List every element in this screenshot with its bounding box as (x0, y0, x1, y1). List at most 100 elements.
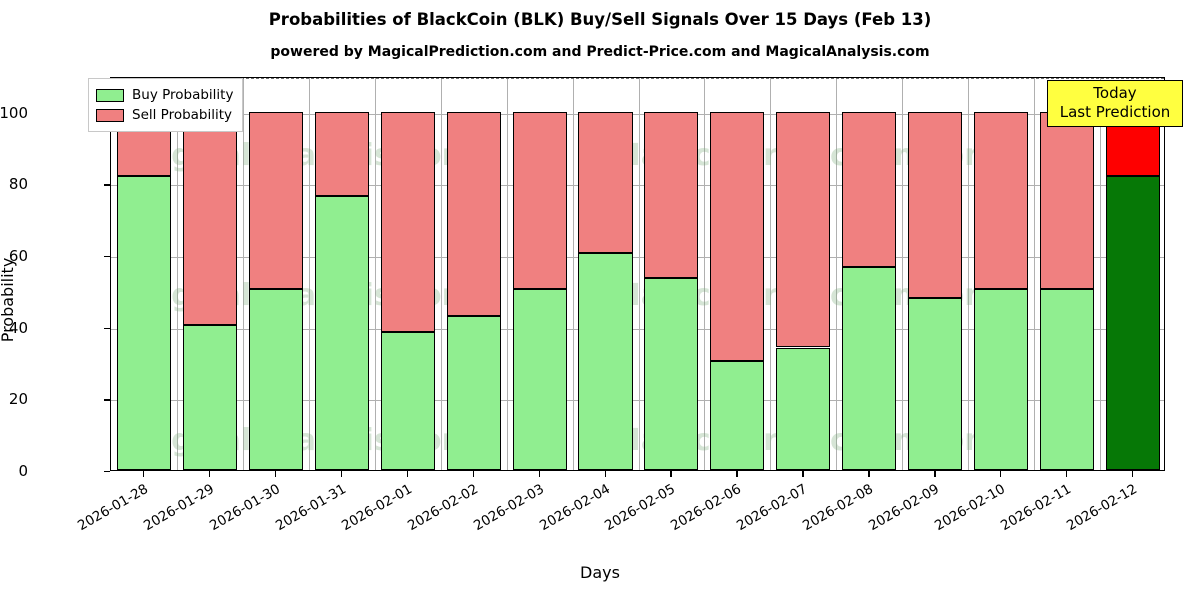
bar-segment-sell (776, 111, 831, 348)
chart-subtitle: powered by MagicalPrediction.com and Pre… (270, 44, 930, 60)
x-axis-tick (1000, 471, 1002, 477)
x-axis-tick (1132, 471, 1134, 477)
today-annotation: Today Last Prediction (1047, 80, 1183, 127)
bar-group (446, 76, 501, 470)
x-axis-tick (604, 471, 606, 477)
legend-label-sell: Sell Probability (132, 107, 233, 123)
bar-group (908, 76, 963, 470)
legend-swatch-buy-icon (96, 88, 124, 102)
gridline-vertical (902, 78, 904, 470)
bar-series (111, 78, 1164, 470)
bar-segment-buy (1040, 288, 1095, 470)
bar-group (182, 76, 237, 470)
bar-segment-buy (116, 176, 171, 470)
today-line-2: Last Prediction (1059, 103, 1171, 121)
gridline-vertical (440, 78, 442, 470)
bar-segment-sell (842, 111, 897, 267)
bar-segment-sell (248, 111, 303, 289)
bar-group (710, 76, 765, 470)
x-axis-tick (208, 471, 211, 477)
bar-group (842, 76, 897, 470)
x-axis-tick (340, 471, 343, 477)
bar-segment-buy (182, 324, 237, 470)
bar-segment-buy (842, 266, 897, 470)
bar-group (974, 76, 1029, 470)
plot-area: MagicalAnalysis.comMagicalPrediction.com… (110, 77, 1165, 471)
bar-segment-sell (314, 111, 369, 196)
today-line-1: Today (1093, 84, 1137, 102)
x-axis-tick (142, 471, 145, 477)
gridline-vertical (506, 78, 508, 470)
legend-item-buy: Buy Probability (96, 85, 233, 105)
bar-segment-sell (644, 111, 699, 278)
gridline-vertical (1034, 78, 1036, 470)
gridlines (111, 78, 1164, 470)
x-axis-tick (934, 471, 936, 477)
y-axis-tick-label: 40 (8, 318, 28, 337)
legend-label-buy: Buy Probability (132, 87, 234, 103)
bar-segment-buy (380, 331, 435, 470)
gridline-horizontal (111, 113, 1164, 115)
x-axis-tick (472, 471, 474, 477)
gridline-vertical (308, 78, 310, 470)
bar-group (248, 76, 303, 470)
gridline-vertical (836, 78, 838, 470)
gridline-vertical (242, 78, 244, 470)
x-axis-tick (1066, 471, 1068, 477)
gridline-horizontal (111, 185, 1164, 187)
gridline-vertical (968, 78, 970, 470)
bar-segment-buy (644, 278, 699, 470)
y-axis-tick-label: 80 (8, 175, 28, 194)
bar-segment-sell (1040, 111, 1095, 289)
gridline-vertical (176, 78, 178, 470)
bar-segment-buy (578, 252, 633, 470)
bar-segment-buy (248, 288, 303, 470)
bar-group (1105, 76, 1161, 470)
bar-segment-buy (314, 195, 369, 470)
bar-group (644, 76, 699, 470)
gridline-vertical (704, 78, 706, 470)
bar-group (512, 76, 567, 470)
gridline-vertical (638, 78, 640, 470)
bar-segment-sell (380, 111, 435, 332)
bar-segment-sell (974, 111, 1029, 289)
x-axis-tick (274, 471, 277, 477)
bar-segment-sell (182, 111, 237, 325)
x-axis-tick (736, 471, 738, 477)
x-axis-tick (538, 471, 540, 477)
gridline-horizontal (111, 400, 1164, 402)
gridline-horizontal (111, 257, 1164, 259)
legend-swatch-sell-icon (96, 108, 124, 122)
bar-segment-buy (908, 297, 963, 470)
y-axis-tick-label: 0 (18, 462, 28, 480)
bar-group (380, 76, 435, 470)
bar-segment-sell (446, 111, 501, 317)
legend-item-sell: Sell Probability (96, 105, 233, 125)
y-axis-tick (104, 327, 110, 330)
y-axis-tick-label: 100 (0, 103, 28, 122)
bar-group (1040, 76, 1095, 470)
y-axis-tick (104, 399, 110, 401)
gridline-vertical (572, 78, 574, 470)
chart-title: Probabilities of BlackCoin (BLK) Buy/Sel… (268, 10, 932, 29)
x-axis-tick (406, 471, 409, 477)
x-axis-tick (802, 471, 804, 477)
bar-segment-buy (710, 361, 765, 470)
bar-group (116, 76, 171, 470)
legend: Buy Probability Sell Probability (88, 78, 244, 132)
gridline-vertical (374, 78, 376, 470)
bar-segment-buy (512, 288, 567, 470)
gridline-vertical (1100, 78, 1102, 470)
x-axis-title: Days (580, 563, 620, 582)
bar-segment-buy (974, 288, 1029, 470)
gridline-vertical (770, 78, 772, 470)
bar-segment-buy (776, 347, 831, 470)
y-axis-tick (104, 471, 110, 473)
bar-segment-sell (908, 111, 963, 298)
y-axis-tick-label: 60 (8, 247, 28, 266)
gridline-horizontal (111, 328, 1164, 330)
bar-segment-buy (446, 316, 501, 470)
bar-segment-buy-today (1105, 176, 1161, 470)
y-axis-tick (104, 184, 110, 186)
